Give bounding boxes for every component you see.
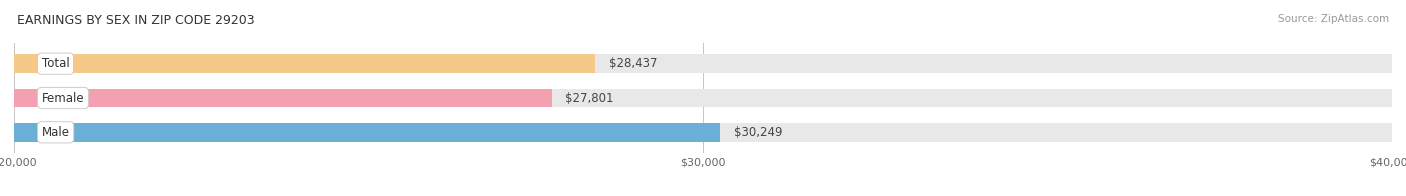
Text: Source: ZipAtlas.com: Source: ZipAtlas.com	[1278, 14, 1389, 24]
Bar	[14, 89, 1392, 107]
Bar	[14, 54, 595, 73]
Text: Female: Female	[42, 92, 84, 104]
Text: Male: Male	[42, 126, 70, 139]
Bar	[14, 123, 1392, 142]
Bar	[14, 89, 551, 107]
Text: Total: Total	[42, 57, 69, 70]
Text: $27,801: $27,801	[565, 92, 614, 104]
Bar	[14, 123, 720, 142]
Text: $30,249: $30,249	[734, 126, 782, 139]
Text: $28,437: $28,437	[609, 57, 658, 70]
Bar	[14, 54, 1392, 73]
Text: EARNINGS BY SEX IN ZIP CODE 29203: EARNINGS BY SEX IN ZIP CODE 29203	[17, 14, 254, 27]
